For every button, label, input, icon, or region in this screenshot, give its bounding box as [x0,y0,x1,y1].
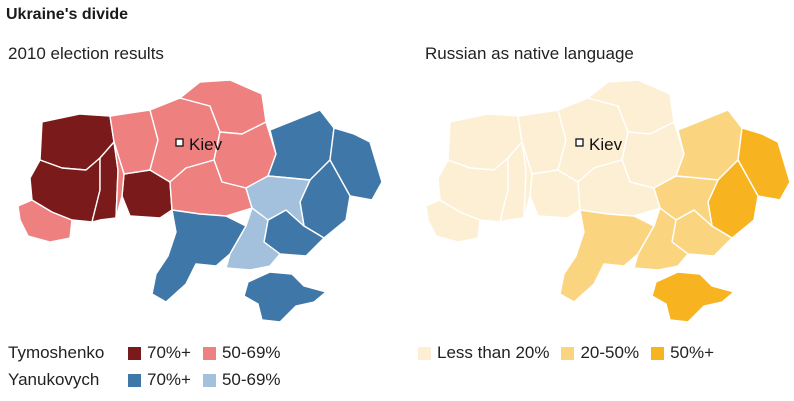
legend-swatch [202,346,216,360]
legend-label: Less than 20% [437,343,550,362]
legend-swatch [128,373,141,387]
kiev-label: Kiev [589,135,623,154]
region-kherson [633,207,689,271]
language-map-subtitle: Russian as native language [425,44,634,63]
region-odesa-mykolaiv [151,209,247,303]
legend-swatch [128,346,141,360]
kiev-label: Kiev [189,135,223,154]
region-odesa-mykolaiv [559,209,655,303]
page-title: Ukraine's divide [6,6,129,23]
region-crimea [243,271,327,323]
candidate-label: Tymoshenko [8,343,105,362]
legend-swatch [202,373,216,387]
region-khmelnytskyi [113,141,125,219]
legend-label: 50-69% [221,343,281,362]
legend-row-tymoshenko: Tymoshenko 70%+ 50-69% [8,343,293,363]
russian-language-map: Kiev [425,79,791,323]
region-khmelnytskyi [521,141,533,219]
legend-label: 20-50% [580,343,640,362]
kiev-marker [575,138,584,147]
region-crimea [651,271,735,323]
legend-swatch [561,346,575,360]
legend-swatch [651,346,665,360]
election-results-map: Kiev [17,79,383,323]
region-kherson [225,207,281,271]
candidate-label: Yanukovych [8,370,100,389]
legend-row-russian: Less than 20% 20-50% 50%+ [418,343,726,363]
legend-label: 50%+ [670,343,715,362]
election-map-subtitle: 2010 election results [8,44,164,63]
legend-swatch [418,346,431,360]
legend-label: 70%+ [147,370,191,389]
kiev-marker [175,138,184,147]
legend-label: 70%+ [147,343,191,362]
legend-row-yanukovych: Yanukovych 70%+ 50-69% [8,370,293,390]
legend-label: 50-69% [221,370,281,389]
